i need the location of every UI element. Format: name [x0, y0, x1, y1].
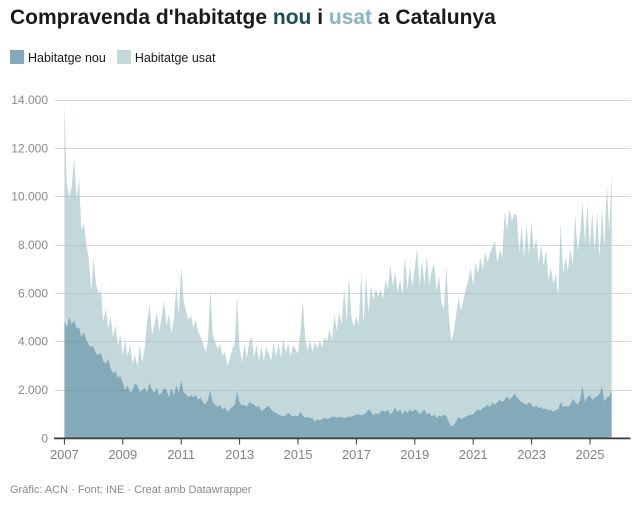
svg-text:0: 0: [41, 431, 48, 445]
svg-text:10.000: 10.000: [11, 190, 48, 204]
svg-text:2007: 2007: [50, 447, 79, 462]
svg-text:6.000: 6.000: [18, 286, 48, 300]
svg-text:2015: 2015: [284, 447, 313, 462]
svg-text:12.000: 12.000: [11, 141, 48, 155]
svg-text:14.000: 14.000: [11, 93, 48, 107]
svg-text:2011: 2011: [167, 447, 195, 462]
svg-text:2023: 2023: [517, 447, 546, 462]
svg-text:2009: 2009: [108, 447, 137, 462]
svg-text:2025: 2025: [576, 447, 605, 462]
svg-text:2019: 2019: [400, 447, 429, 462]
svg-text:8.000: 8.000: [18, 238, 48, 252]
svg-text:2.000: 2.000: [18, 383, 48, 397]
svg-text:4.000: 4.000: [18, 335, 48, 349]
svg-text:2017: 2017: [342, 447, 371, 462]
svg-text:2013: 2013: [225, 447, 254, 462]
svg-text:2021: 2021: [459, 447, 488, 462]
